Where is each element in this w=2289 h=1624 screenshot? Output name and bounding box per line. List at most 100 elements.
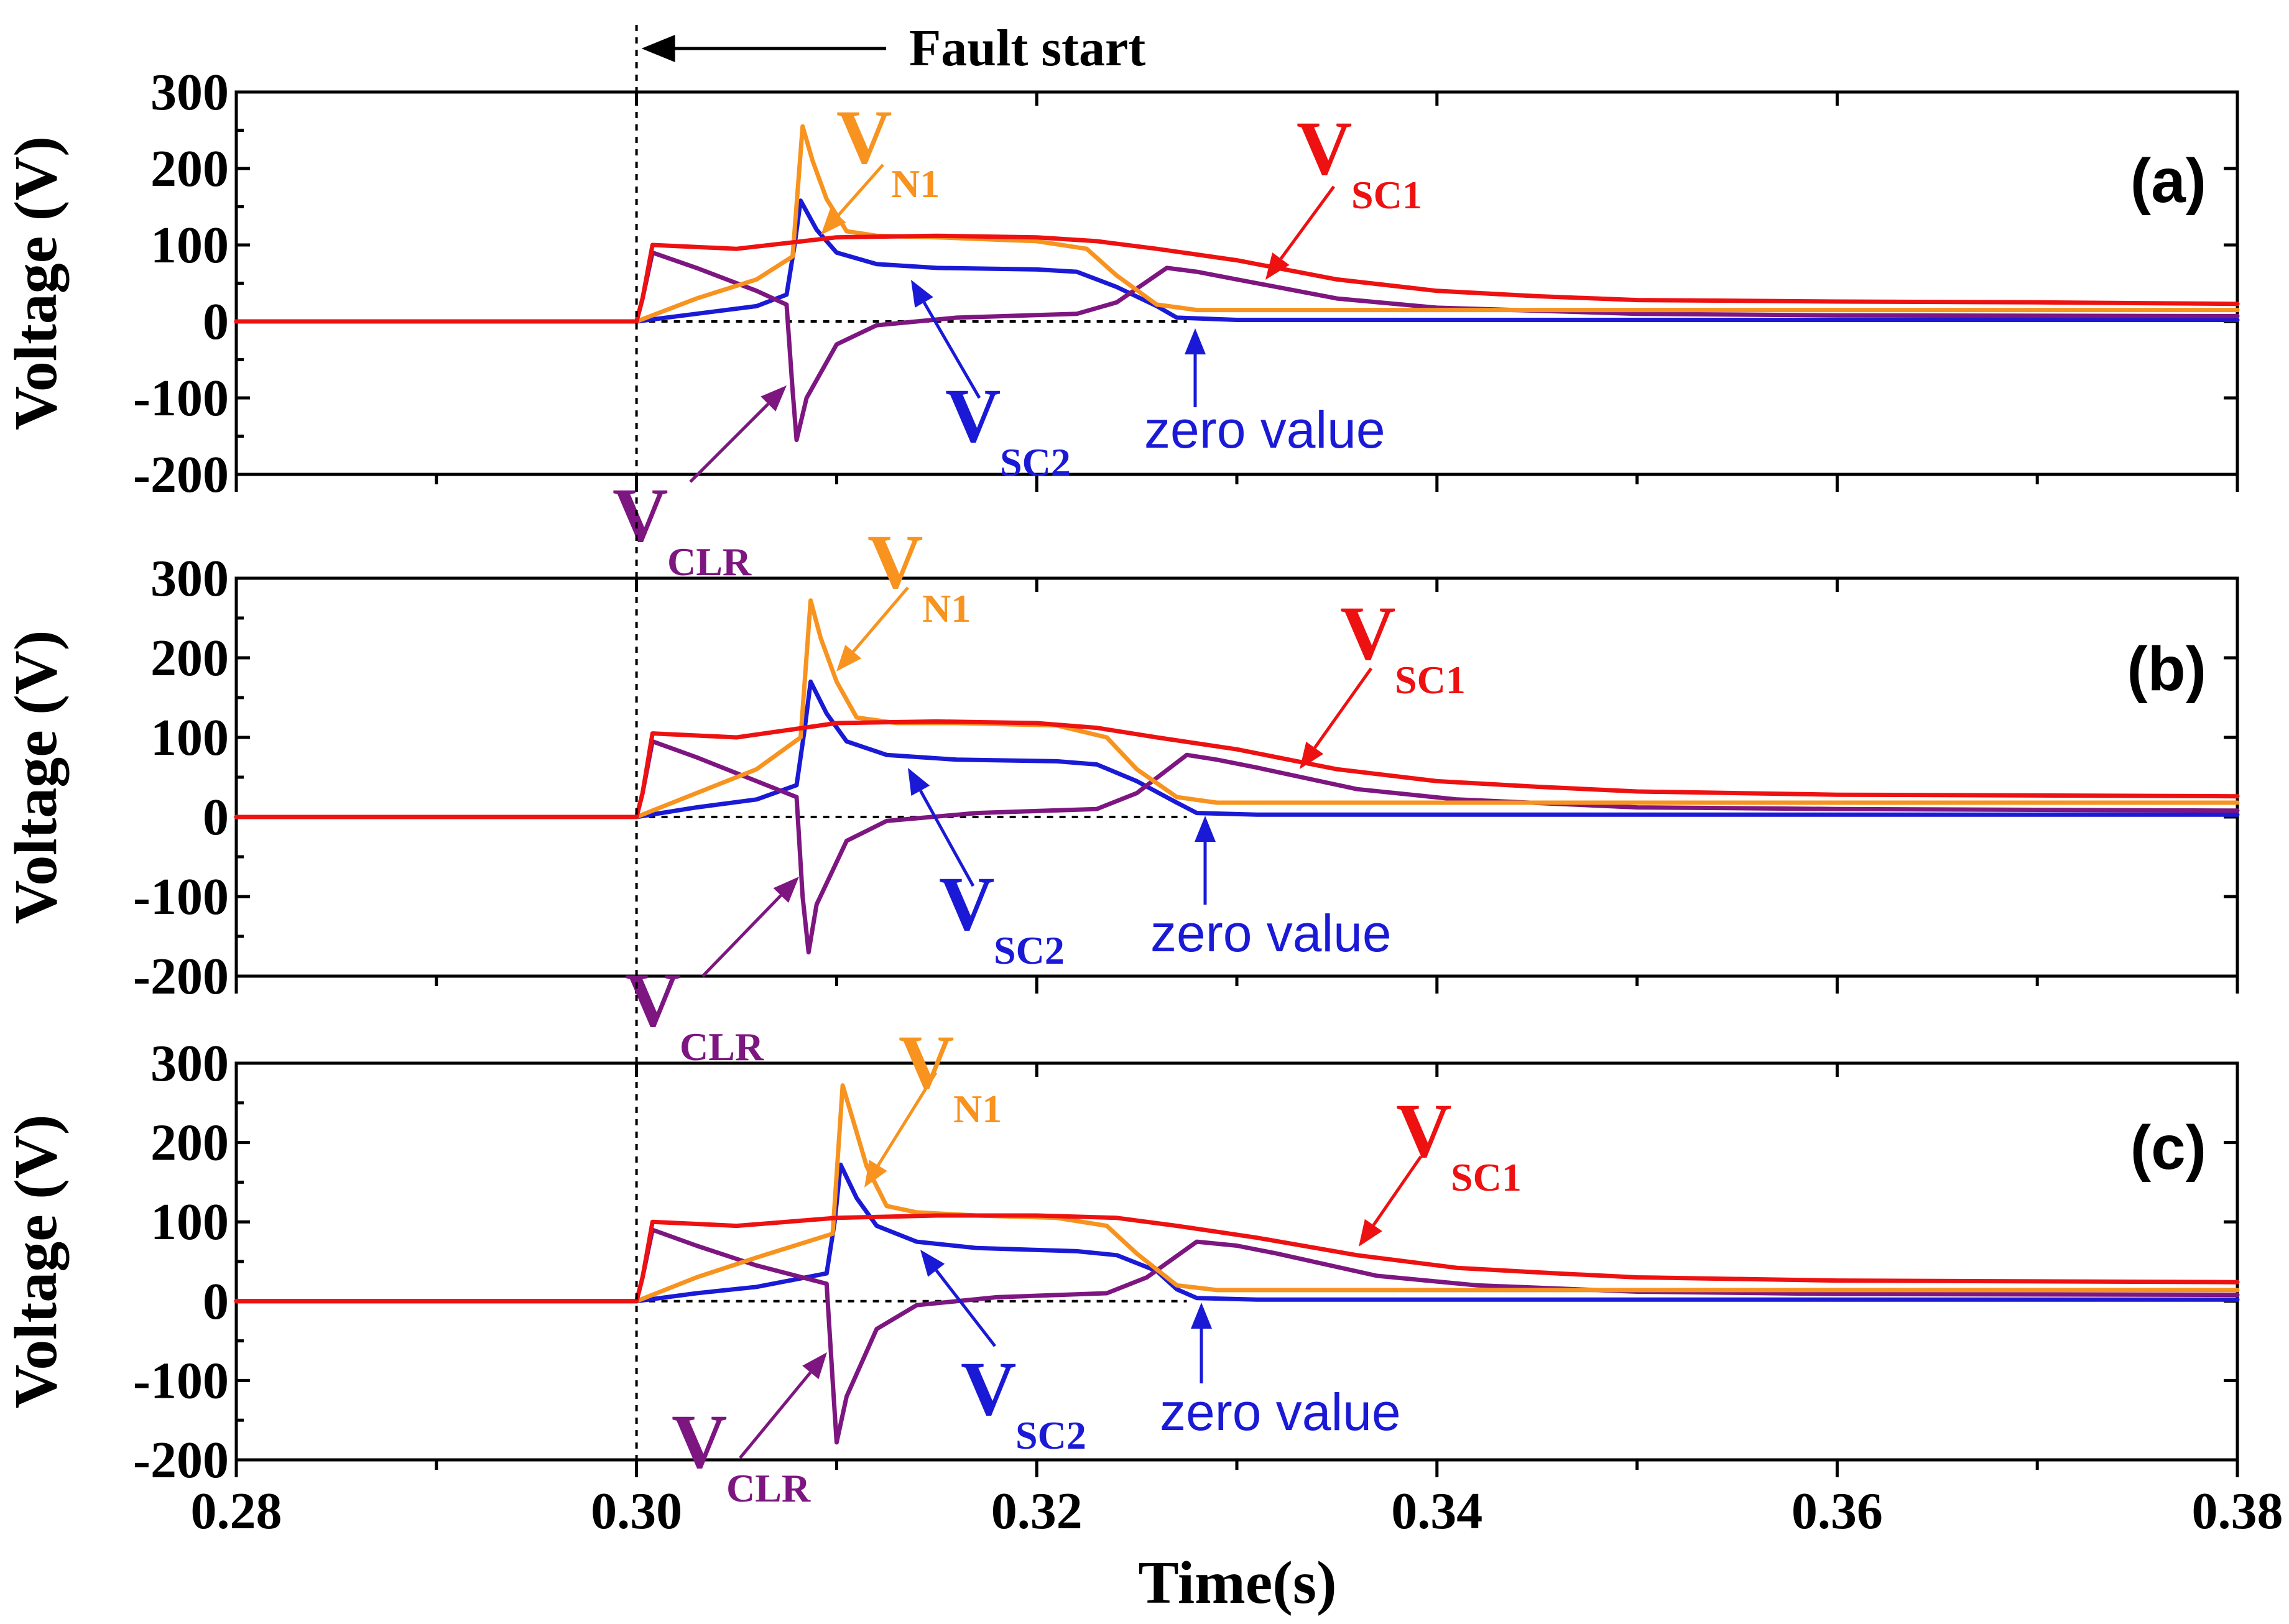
arrow-vclr-head <box>802 1352 827 1380</box>
zero-value-label: zero value <box>1144 400 1385 459</box>
label-vsc2-main: V <box>961 1346 1017 1431</box>
arrow-vclr-line <box>701 894 782 977</box>
x-tick-labels: 0.28 0.30 0.32 0.34 0.36 0.38 <box>191 1482 2283 1540</box>
x-tick-label: 0.28 <box>191 1482 282 1540</box>
arrow-vclr-head <box>773 877 799 903</box>
series-vclr-line <box>234 250 2240 443</box>
x-tick-label: 0.38 <box>2192 1482 2283 1540</box>
x-axis-title: Time(s) <box>1138 1549 1336 1617</box>
y-tick-label: -100 <box>133 868 229 926</box>
y-tick-label: 200 <box>150 140 229 198</box>
series-vn1-line <box>234 124 2240 324</box>
series-vsc1-line <box>234 1213 2240 1304</box>
arrow-vsc2-line <box>935 1269 996 1347</box>
arrow-vclr-line <box>689 402 770 483</box>
label-vn1-main: V <box>867 519 923 604</box>
arrow-vn1-line <box>852 586 909 653</box>
arrow-vsc1-head <box>1265 252 1290 280</box>
y-tick-label: -200 <box>133 446 229 504</box>
y-tick-label: 0 <box>203 788 229 846</box>
y-tick-label: 200 <box>150 629 229 687</box>
arrow-zero-value-head <box>1191 1303 1212 1329</box>
label-vsc1-sub: SC1 <box>1395 658 1466 702</box>
y-axis-title: Voltage (V) <box>2 136 70 430</box>
label-vn1-sub: N1 <box>891 162 940 206</box>
x-tick-label: 0.30 <box>591 1482 682 1540</box>
series-vn1-line <box>234 1083 2240 1304</box>
arrow-vn1-head <box>836 645 862 671</box>
y-tick-label: 100 <box>150 216 229 274</box>
label-vclr-sub: CLR <box>726 1466 811 1510</box>
fault-start-arrowhead <box>641 35 675 62</box>
arrow-vn1-head <box>821 208 846 235</box>
label-vsc2-sub: SC2 <box>1015 1413 1086 1457</box>
series-vsc2-line <box>234 198 2240 324</box>
y-tick-label: -200 <box>133 948 229 1005</box>
label-vn1: VN1 <box>867 519 971 630</box>
y-tick-label: 0 <box>203 293 229 351</box>
y-axis-title: Voltage (V) <box>2 1115 70 1409</box>
y-axis-title: Voltage (V) <box>2 630 70 925</box>
arrow-vsc1-head <box>1359 1219 1382 1247</box>
label-vn1-main: V <box>899 1020 955 1105</box>
arrow-vclr-head <box>761 385 787 412</box>
series-vclr-line <box>234 1227 2240 1445</box>
arrow-vsc1-line <box>1313 667 1373 749</box>
arrow-vsc1-line <box>1372 1155 1423 1226</box>
fault-start-annotation: Fault start <box>635 19 1145 1460</box>
series-vn1-line <box>234 598 2240 819</box>
y-tick-label: -100 <box>133 1352 229 1409</box>
label-vn1-sub: N1 <box>953 1087 1002 1131</box>
zero-value-label: zero value <box>1160 1383 1401 1441</box>
series-vclr-line <box>234 739 2240 955</box>
arrow-vn1-line <box>836 164 884 217</box>
arrow-zero-value-head <box>1185 328 1206 354</box>
label-vsc1-main: V <box>1297 106 1353 191</box>
panel-label: (a) <box>2130 146 2206 216</box>
y-tick-label: 0 <box>203 1273 229 1331</box>
label-vsc1-main: V <box>1340 591 1396 676</box>
panel-label: (c) <box>2130 1113 2206 1183</box>
fault-start-label: Fault start <box>909 19 1145 77</box>
x-tick-label: 0.34 <box>1391 1482 1482 1540</box>
y-tick-label: -200 <box>133 1431 229 1489</box>
y-tick-label: 300 <box>150 550 229 607</box>
arrow-zero-value-head <box>1195 816 1216 842</box>
arrow-vsc2-head <box>920 1250 945 1277</box>
label-vsc1-main: V <box>1396 1088 1452 1173</box>
label-vclr-sub: CLR <box>667 540 752 584</box>
label-vn1-sub: N1 <box>922 586 971 630</box>
arrow-vsc2-line <box>922 302 981 399</box>
arrow-vsc2-head <box>908 768 930 796</box>
label-vsc1-sub: SC1 <box>1451 1155 1522 1199</box>
panel-label: (b) <box>2127 634 2206 704</box>
label-vn1: VN1 <box>899 1020 1002 1131</box>
y-tick-label: 100 <box>150 709 229 767</box>
arrow-vsc1-head <box>1300 741 1324 769</box>
label-vsc2-sub: SC2 <box>994 928 1065 972</box>
zero-value-label: zero value <box>1150 904 1392 962</box>
series-vsc2-line <box>234 1162 2240 1304</box>
arrow-vn1-head <box>864 1160 887 1188</box>
series-vsc2-line <box>234 679 2240 819</box>
label-vclr-sub: CLR <box>680 1025 764 1069</box>
y-tick-label: 300 <box>150 63 229 121</box>
arrow-vclr-line <box>739 1371 812 1459</box>
label-vn1: VN1 <box>836 95 940 206</box>
label-vclr-main: V <box>625 957 681 1043</box>
label-vsc2-sub: SC2 <box>1000 440 1071 484</box>
y-tick-label: 200 <box>150 1114 229 1172</box>
y-tick-label: -100 <box>133 369 229 427</box>
